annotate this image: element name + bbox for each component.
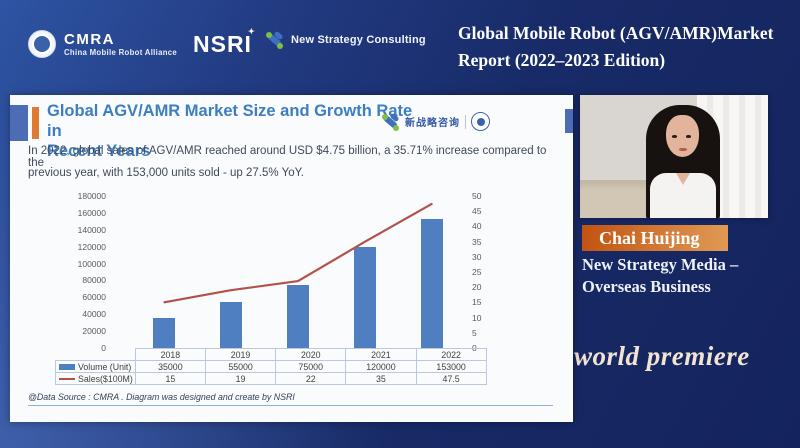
table-cell <box>56 349 136 361</box>
chart-plot-area <box>130 196 466 348</box>
bar-2018 <box>152 318 175 348</box>
chart-data-table: 2018 2019 2020 2021 2022 Volume (Unit) 35000 55… <box>55 348 487 385</box>
speaker-video <box>580 95 768 218</box>
cmra-abbr: CMRA <box>64 31 115 48</box>
axis-tick: 60000 <box>82 292 106 303</box>
logo-divider <box>465 114 466 129</box>
axis-tick: 5 <box>472 327 477 338</box>
axis-tick: 0 <box>101 343 106 353</box>
cmra-emblem-icon <box>28 30 56 58</box>
axis-tick: 100000 <box>77 258 106 269</box>
table-cell: 75000 <box>275 360 347 373</box>
cmra-full-name: China Mobile Robot Alliance <box>64 48 178 57</box>
slide-accent-square <box>10 105 28 141</box>
table-cell: 35 <box>345 372 417 385</box>
speaker-name: Chai Huijing <box>599 227 700 248</box>
chart-right-axis: 50 45 40 35 30 25 20 15 10 5 0 <box>472 191 502 353</box>
axis-tick: 120000 <box>77 241 106 252</box>
line-legend-key-icon <box>59 378 75 381</box>
axis-tick: 45 <box>472 206 482 217</box>
axis-tick: 25 <box>472 267 482 277</box>
presentation-slide: Global AGV/AMR Market Size and Growth Ra… <box>10 95 573 422</box>
axis-tick: 10 <box>472 312 482 323</box>
sales-line-series <box>163 202 433 304</box>
axis-tick: 50 <box>472 191 482 201</box>
nsri-text: NSRI <box>193 31 252 57</box>
axis-tick: 40 <box>472 221 482 232</box>
nsri-logo: NSRI✦ <box>193 27 256 58</box>
table-cell: 120000 <box>345 360 417 373</box>
slide-title: Global AGV/AMR Market Size and Growth Ra… <box>47 101 417 161</box>
speaker-role-line1: New Strategy Media – <box>582 255 739 274</box>
bar-2019 <box>219 301 242 348</box>
slide-footnote-rule <box>28 405 553 406</box>
axis-tick: 140000 <box>77 224 106 235</box>
bar-2020 <box>287 284 309 348</box>
table-cell: 35000 <box>134 360 206 373</box>
new-strategy-cn-label: 新战略咨询 <box>405 118 460 129</box>
new-strategy-icon-small <box>382 112 400 131</box>
speaker-name-banner: Chai Huijing <box>582 225 728 251</box>
chart-left-axis: 180000 160000 140000 120000 100000 80000 60000… <box>46 191 106 353</box>
nsri-spark-icon: ✦ <box>247 27 256 36</box>
slide-title-line2: Recent Years <box>47 142 151 160</box>
slide-title-line1: Global AGV/AMR Market Size and Growth Ra… <box>47 102 413 140</box>
bar-2022 <box>421 218 444 348</box>
bar-legend-key-icon <box>59 364 75 371</box>
new-strategy-consulting-label: New Strategy Consulting <box>291 34 426 46</box>
webinar-title: Global Mobile Robot (AGV/AMR)Market Repo… <box>458 20 793 74</box>
slide-accent-bar-right <box>565 109 573 133</box>
table-cell: 47.5 <box>415 372 487 385</box>
axis-tick: 35 <box>472 236 482 247</box>
axis-tick: 15 <box>472 297 482 308</box>
table-cell: 22 <box>275 372 347 385</box>
cmra-logo: CMRA China Mobile Robot Alliance <box>28 30 177 58</box>
table-cell: 19 <box>204 372 277 385</box>
table-cell: 2021 <box>345 348 417 361</box>
axis-tick: 40000 <box>82 309 106 320</box>
table-cell: 2018 <box>134 348 206 361</box>
axis-tick: 20 <box>472 282 482 293</box>
axis-tick: 180000 <box>77 191 106 201</box>
new-strategy-consulting-logo: New Strategy Consulting <box>266 30 426 49</box>
webinar-title-line1: Global Mobile Robot (AGV/AMR)Market <box>458 23 774 43</box>
speaker-face <box>666 115 699 157</box>
slide-accent-bar <box>32 107 39 139</box>
table-cell: 55000 <box>204 360 277 373</box>
world-premiere-badge: world premiere <box>574 341 750 371</box>
axis-tick: 80000 <box>82 275 106 286</box>
slide-logo-row: 新战略咨询 <box>382 112 490 131</box>
axis-tick: 160000 <box>77 207 106 218</box>
table-cell: 2020 <box>275 348 347 361</box>
table-cell: 15 <box>134 372 206 385</box>
cmra-emblem-small-icon <box>471 112 490 131</box>
slide-footnote: @Data Source : CMRA . Diagram was design… <box>28 392 295 402</box>
legend-line: Sales($100M) <box>55 372 136 385</box>
axis-tick: 30 <box>472 251 482 262</box>
slide-intro-line1: In 2022, global sales of AGV/AMR reached… <box>28 145 547 169</box>
axis-tick: 20000 <box>82 326 106 337</box>
webinar-title-line2: Report (2022–2023 Edition) <box>458 50 666 70</box>
speaker-role-line2: Overseas Business <box>582 277 711 296</box>
legend-bar: Volume (Unit) <box>55 360 136 373</box>
slide-intro-line2: previous year, with 153,000 units sold -… <box>28 167 304 179</box>
table-cell: 2022 <box>415 348 487 361</box>
table-cell: 2019 <box>204 348 277 361</box>
table-cell: 153000 <box>415 360 487 373</box>
new-strategy-icon <box>266 30 284 49</box>
speaker-shirt <box>650 173 716 218</box>
bar-2021 <box>354 246 377 348</box>
